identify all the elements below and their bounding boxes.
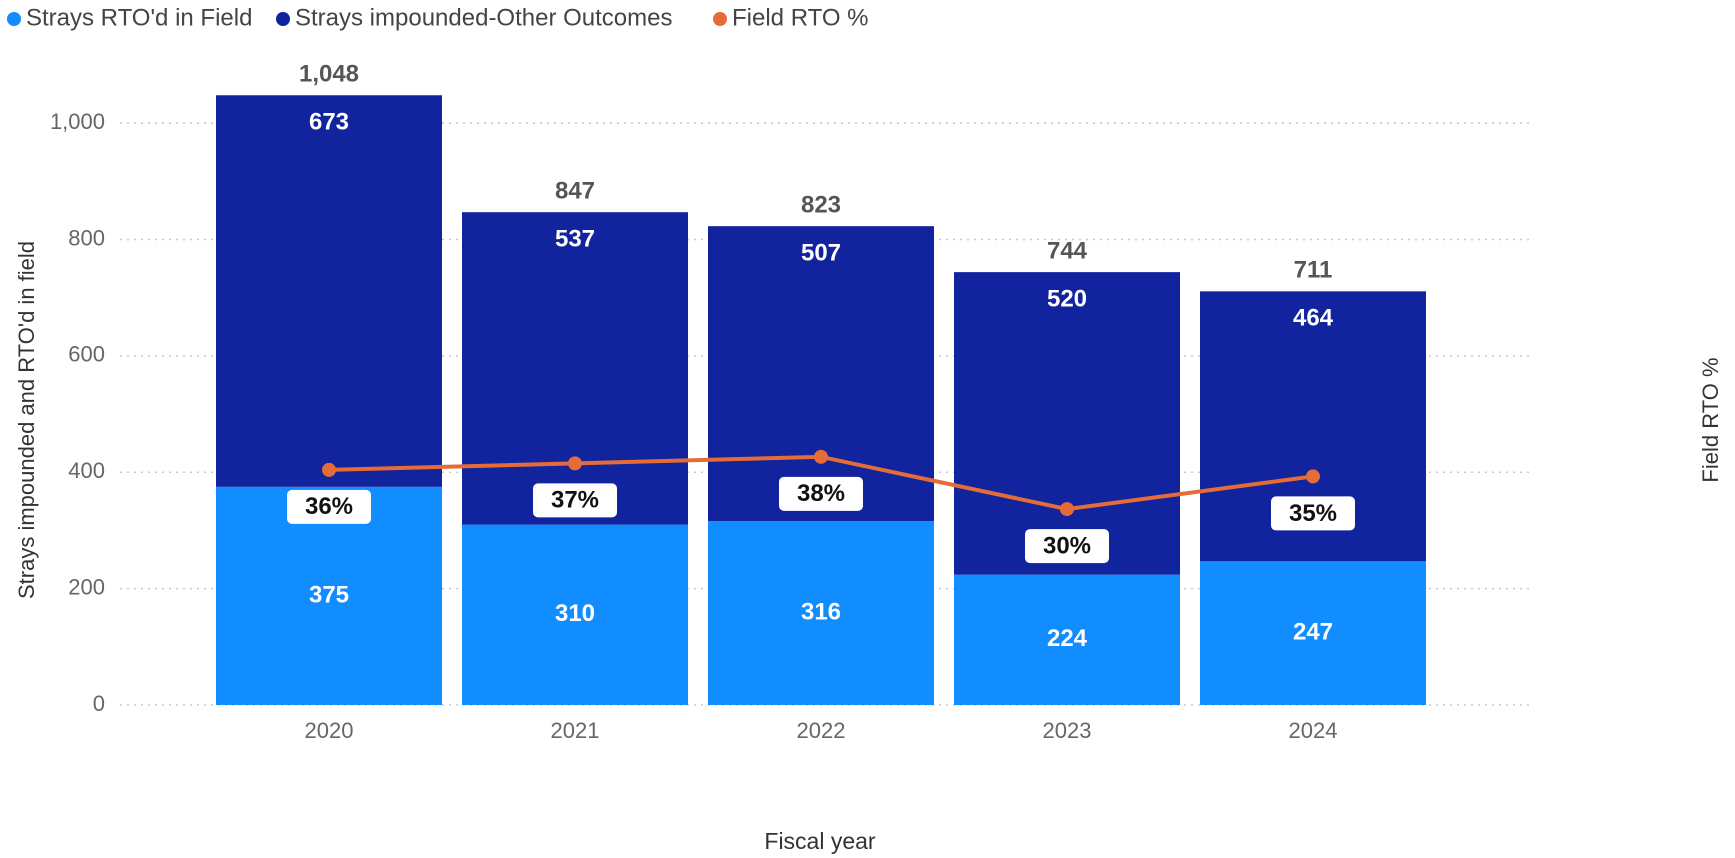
data-label: 35% [1289, 500, 1337, 527]
y-tick-label: 0 [93, 691, 105, 716]
data-label: 247 [1293, 618, 1333, 645]
data-label: 316 [801, 598, 841, 625]
y-tick-label: 600 [68, 342, 105, 367]
data-label-box [287, 489, 371, 524]
bar-segment [462, 212, 688, 525]
bar-segment [954, 272, 1180, 575]
data-label-box [779, 476, 863, 511]
x-tick-label: 2021 [551, 718, 600, 743]
line-marker [1060, 502, 1074, 517]
data-label: 464 [1293, 305, 1334, 332]
bar-segment [954, 574, 1180, 705]
x-tick-label: 2023 [1043, 718, 1092, 743]
legend-marker [276, 12, 290, 26]
x-tick-label: 2020 [305, 718, 354, 743]
total-label: 711 [1294, 257, 1333, 284]
x-tick-label: 2022 [797, 718, 846, 743]
bar-segment [216, 95, 442, 487]
data-label-box [1025, 529, 1109, 564]
y2-axis-label: Field RTO % [1698, 357, 1723, 482]
data-label-box [533, 483, 617, 518]
y-tick-label: 1,000 [50, 109, 105, 134]
data-label: 224 [1047, 625, 1088, 652]
legend-label: Strays impounded-Other Outcomes [295, 4, 673, 31]
data-label: 310 [555, 600, 595, 627]
data-label: 36% [305, 493, 353, 520]
total-label: 1,048 [299, 61, 359, 88]
legend-marker [713, 12, 727, 26]
data-label: 30% [1043, 532, 1091, 559]
total-label: 847 [555, 178, 595, 205]
total-label: 744 [1047, 237, 1088, 264]
line-marker [814, 449, 828, 464]
legend-label: Strays RTO'd in Field [26, 4, 252, 31]
y-tick-label: 800 [68, 225, 105, 250]
line-marker [1306, 469, 1320, 484]
line-marker [568, 456, 582, 471]
y-axis-label: Strays impounded and RTO'd in field [14, 241, 39, 599]
data-label: 537 [555, 226, 595, 253]
data-label-box [1271, 496, 1355, 531]
y-tick-label: 200 [68, 574, 105, 599]
bar-segment [1200, 561, 1426, 705]
data-label: 37% [551, 487, 599, 514]
x-axis-label: Fiscal year [764, 828, 876, 854]
data-label: 673 [309, 109, 349, 136]
legend-marker [7, 12, 21, 26]
legend-label: Field RTO % [732, 4, 869, 31]
total-label: 823 [801, 192, 841, 219]
line-marker [322, 462, 336, 477]
data-label: 507 [801, 240, 841, 267]
bar-segment [462, 524, 688, 705]
data-label: 520 [1047, 285, 1087, 312]
y-tick-label: 400 [68, 458, 105, 483]
data-label: 38% [797, 480, 845, 507]
data-label: 375 [309, 581, 349, 608]
bar-segment [708, 521, 934, 705]
x-tick-label: 2024 [1289, 718, 1338, 743]
